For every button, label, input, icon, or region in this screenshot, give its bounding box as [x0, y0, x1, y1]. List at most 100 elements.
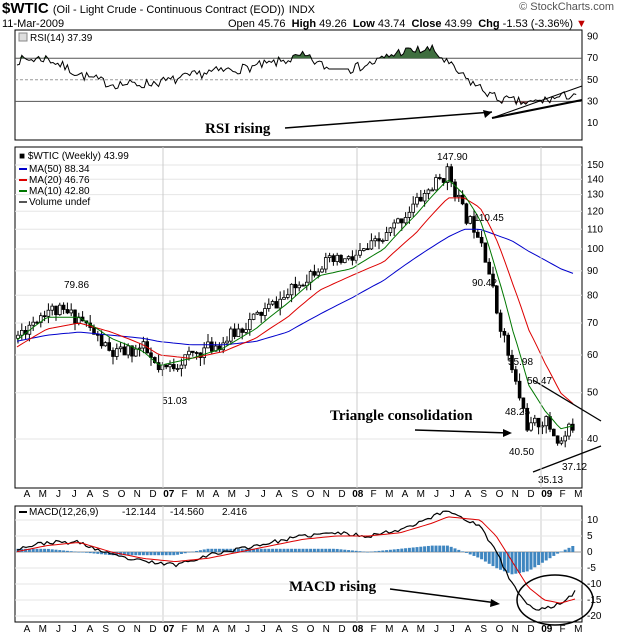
price-legend-entry: MA(20) 46.76 [29, 175, 90, 186]
macd-x-tick-label: S [480, 624, 487, 635]
macd-x-tick-label: J [72, 624, 77, 635]
price-candle [529, 422, 533, 431]
triangle-lower-line [532, 445, 602, 473]
price-candle [361, 248, 366, 251]
macd-histogram-bar [96, 552, 100, 554]
macd-histogram-bar [100, 552, 104, 555]
macd-histogram-bar [62, 550, 66, 552]
price-x-tick-label: D [527, 489, 534, 500]
price-tick-label: 140 [587, 174, 604, 185]
price-callout: 110.45 [474, 213, 504, 224]
price-candle [533, 417, 537, 424]
price-candle [567, 423, 571, 437]
macd-histogram-bar [290, 548, 294, 552]
macd-histogram-bar [195, 550, 199, 552]
price-candle [73, 309, 77, 324]
macd-x-tick-label: F [370, 624, 376, 635]
price-candle [548, 416, 552, 430]
price-candle [240, 328, 245, 333]
macd-x-tick-label: D [338, 624, 345, 635]
price-candle [320, 268, 324, 273]
rsi-trendline [491, 99, 583, 119]
macd-histogram-bar [73, 551, 77, 553]
price-tick-label: 100 [587, 244, 604, 255]
price-candle [16, 334, 20, 339]
macd-histogram-bar [149, 552, 153, 556]
price-candle [168, 364, 172, 368]
price-x-tick-label: O [307, 489, 315, 500]
price-legend-entry: Volume undef [29, 197, 90, 208]
price-candle [293, 283, 298, 289]
macd-x-tick-label: A [465, 624, 472, 635]
price-candle [494, 285, 499, 314]
macd-histogram-bar [419, 546, 423, 552]
price-tick-label: 130 [587, 190, 604, 201]
macd-x-tick-label: A [402, 624, 409, 635]
price-x-tick-label: S [102, 489, 109, 500]
price-candle [130, 345, 134, 357]
macd-histogram-bar [392, 549, 396, 552]
macd-histogram-bar [369, 551, 373, 553]
macd-histogram-bar [354, 550, 358, 552]
macd-histogram-bar [103, 552, 107, 555]
price-candle [358, 250, 362, 256]
price-candle [274, 301, 279, 309]
macd-histogram-bar [404, 548, 408, 552]
macd-legend-value: 2.416 [222, 507, 247, 518]
price-candle [483, 242, 488, 263]
macd-histogram-bar [267, 548, 271, 552]
macd-histogram-bar [305, 548, 309, 552]
price-candle [54, 305, 58, 316]
exchange: INDX [288, 4, 315, 16]
macd-histogram-bar [335, 548, 339, 552]
price-tick-label: 90 [587, 266, 599, 277]
macd-histogram-bar [559, 551, 563, 552]
macd-x-tick-label: 07 [163, 624, 175, 635]
price-candle [103, 342, 108, 347]
price-candle [498, 312, 503, 332]
price-candle [472, 216, 476, 233]
price-callout: 37.12 [562, 462, 587, 473]
macd-x-tick-label: 09 [541, 624, 553, 635]
macd-histogram-bar [214, 548, 218, 552]
price-candle [137, 347, 142, 350]
macd-tick-label: 0 [587, 547, 593, 558]
price-candle [342, 258, 347, 263]
macd-histogram-bar [259, 548, 263, 552]
change-value: -1.53 (-3.36%) [502, 18, 573, 30]
price-candle [422, 193, 427, 202]
ma50-line [16, 228, 574, 346]
price-candle [213, 345, 218, 352]
price-candle [396, 218, 400, 224]
macd-x-tick-label: 08 [352, 624, 364, 635]
macd-x-tick-label: N [134, 624, 141, 635]
price-legend-entry: MA(50) 88.34 [29, 164, 90, 175]
price-candle [456, 194, 461, 198]
price-candle [209, 341, 214, 352]
triangle-upper-line [532, 379, 602, 422]
macd-histogram-bar [461, 551, 465, 552]
price-candle [149, 352, 153, 358]
price-tick-label: 150 [587, 160, 604, 171]
macd-histogram-bar [548, 552, 552, 559]
macd-histogram-bar [426, 545, 430, 552]
price-candle [555, 435, 560, 444]
price-callout: 48.25 [505, 407, 530, 418]
macd-signal-line [16, 516, 576, 604]
macd-line [16, 510, 576, 611]
price-candle [426, 189, 431, 194]
price-callout: 50.47 [527, 376, 552, 387]
price-candle [244, 329, 248, 333]
macd-x-tick-label: O [118, 624, 126, 635]
macd-annotation: MACD rising [289, 579, 377, 595]
price-candle [255, 311, 260, 315]
price-candle [350, 256, 355, 261]
macd-title: MACD(12,26,9) [29, 507, 98, 518]
macd-histogram-bar [491, 552, 495, 567]
macd-histogram-bar [229, 548, 233, 552]
price-candle [156, 362, 161, 371]
macd-legend-value: -14.560 [170, 507, 204, 518]
macd-histogram-bar [362, 551, 366, 553]
price-candle [118, 346, 123, 350]
macd-histogram-bar [537, 552, 541, 566]
